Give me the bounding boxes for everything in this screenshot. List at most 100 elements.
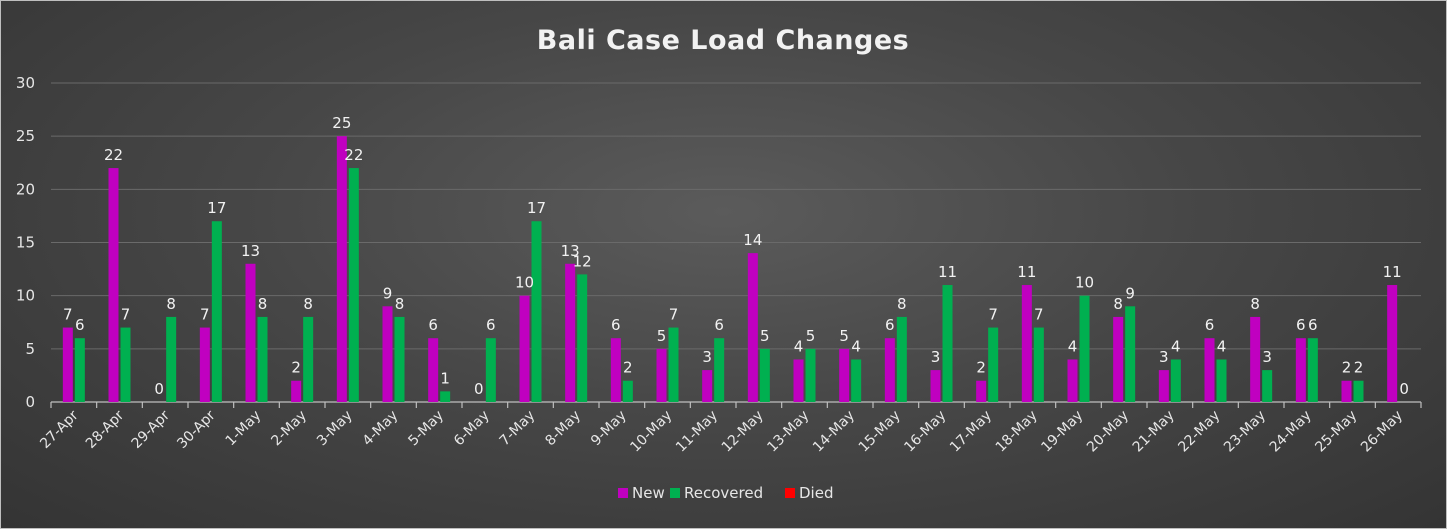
data-label-recovered: 5 bbox=[760, 327, 770, 345]
data-label-recovered: 2 bbox=[1354, 359, 1364, 377]
bar-recovered bbox=[896, 316, 907, 402]
bar-new bbox=[565, 263, 576, 402]
data-label-recovered: 7 bbox=[988, 306, 998, 324]
x-tick-label: 9-May bbox=[588, 408, 630, 450]
data-label-recovered: 12 bbox=[573, 252, 592, 270]
bar-new bbox=[336, 136, 347, 402]
bar-recovered bbox=[440, 391, 451, 402]
bar-recovered bbox=[668, 327, 679, 402]
data-label-new: 3 bbox=[931, 348, 941, 366]
y-tick-label: 5 bbox=[25, 340, 35, 358]
data-label-new: 5 bbox=[839, 327, 849, 345]
y-tick-label: 30 bbox=[16, 74, 35, 92]
x-tick-label: 6-May bbox=[451, 408, 493, 450]
data-label-recovered: 4 bbox=[1217, 337, 1227, 355]
y-axis-ticks: 0 5 10 15 20 25 30 bbox=[16, 74, 35, 411]
x-tick-label: 15-May bbox=[856, 408, 904, 456]
y-tick-label: 15 bbox=[16, 234, 35, 252]
legend-swatch-recovered bbox=[670, 488, 680, 498]
y-tick-label: 25 bbox=[16, 127, 35, 145]
x-tick-label: 23-May bbox=[1221, 408, 1269, 456]
data-label-recovered: 1 bbox=[440, 369, 450, 387]
data-label-recovered: 4 bbox=[1171, 337, 1181, 355]
bar-new bbox=[1021, 285, 1032, 402]
x-tick-label: 1-May bbox=[223, 408, 265, 450]
data-label-new: 6 bbox=[1205, 316, 1215, 334]
x-tick-label: 29-Apr bbox=[129, 407, 174, 452]
legend-label-recovered: Recovered bbox=[684, 484, 763, 502]
bar-recovered bbox=[1125, 306, 1136, 402]
x-tick-label: 7-May bbox=[497, 408, 539, 450]
data-label-new: 6 bbox=[611, 316, 621, 334]
data-label-recovered: 11 bbox=[938, 263, 957, 281]
data-label-new: 4 bbox=[794, 337, 804, 355]
bar-new bbox=[747, 253, 758, 402]
bar-recovered bbox=[1262, 370, 1273, 402]
bar-recovered bbox=[211, 221, 222, 402]
data-label-recovered: 8 bbox=[395, 295, 405, 313]
bar-new bbox=[1295, 338, 1306, 402]
bar-new bbox=[291, 380, 302, 402]
bar-new bbox=[382, 306, 393, 402]
data-label-recovered: 3 bbox=[1262, 348, 1272, 366]
x-tick-label: 8-May bbox=[542, 408, 584, 450]
data-label-new: 8 bbox=[1113, 295, 1123, 313]
data-label-new: 8 bbox=[1250, 295, 1260, 313]
bar-recovered bbox=[485, 338, 496, 402]
bar-new bbox=[1158, 370, 1169, 402]
x-tick-label: 13-May bbox=[764, 408, 812, 456]
data-label-recovered: 2 bbox=[623, 359, 633, 377]
bar-recovered bbox=[1170, 359, 1181, 402]
bar-recovered bbox=[348, 168, 359, 402]
x-tick-label: 4-May bbox=[360, 408, 402, 450]
x-tick-label: 18-May bbox=[993, 408, 1041, 456]
data-label-recovered: 17 bbox=[527, 199, 546, 217]
bar-recovered bbox=[759, 348, 770, 402]
legend-label-died: Died bbox=[799, 484, 833, 502]
chart-title: Bali Case Load Changes bbox=[537, 25, 909, 56]
bar-new bbox=[884, 338, 895, 402]
data-label-recovered: 0 bbox=[1399, 380, 1409, 398]
data-label-recovered: 6 bbox=[75, 316, 85, 334]
data-label-recovered: 7 bbox=[121, 306, 131, 324]
bar-recovered bbox=[714, 338, 725, 402]
bar-recovered bbox=[531, 221, 542, 402]
x-axis-ticks: 27-Apr 28-Apr 29-Apr 30-Apr 1-May 2-May 3-May 4… bbox=[37, 407, 1406, 455]
bar-recovered bbox=[577, 274, 588, 402]
data-label-new: 13 bbox=[241, 242, 260, 260]
data-label-new: 11 bbox=[1383, 263, 1402, 281]
bar-new bbox=[1250, 316, 1261, 402]
bar-new bbox=[428, 338, 439, 402]
bar-recovered bbox=[1307, 338, 1318, 402]
data-label-new: 22 bbox=[104, 146, 123, 164]
x-tick-label: 17-May bbox=[947, 408, 995, 456]
y-tick-label: 0 bbox=[25, 393, 35, 411]
x-tick-label: 16-May bbox=[901, 408, 949, 456]
bar-recovered bbox=[622, 380, 633, 402]
legend-label-new: New bbox=[632, 484, 665, 502]
bar-recovered bbox=[257, 316, 268, 402]
data-label-new: 3 bbox=[1159, 348, 1169, 366]
legend-swatch-new bbox=[618, 488, 628, 498]
bars bbox=[62, 136, 1398, 402]
data-label-new: 0 bbox=[154, 380, 164, 398]
data-label-new: 0 bbox=[474, 380, 484, 398]
data-label-recovered: 9 bbox=[1125, 284, 1135, 302]
x-tick-label: 3-May bbox=[314, 408, 356, 450]
x-tick-label: 28-Apr bbox=[83, 407, 128, 452]
bar-recovered bbox=[1079, 295, 1090, 402]
bar-recovered bbox=[851, 359, 862, 402]
bar-recovered bbox=[1033, 327, 1044, 402]
x-tick-label: 12-May bbox=[719, 408, 767, 456]
data-label-new: 25 bbox=[332, 114, 351, 132]
x-tick-label: 27-Apr bbox=[37, 407, 82, 452]
bar-new bbox=[656, 348, 667, 402]
data-label-new: 10 bbox=[515, 274, 534, 292]
data-label-recovered: 8 bbox=[258, 295, 268, 313]
bar-recovered bbox=[1216, 359, 1227, 402]
data-label-new: 5 bbox=[657, 327, 667, 345]
data-label-new: 13 bbox=[561, 242, 580, 260]
bar-new bbox=[62, 327, 73, 402]
